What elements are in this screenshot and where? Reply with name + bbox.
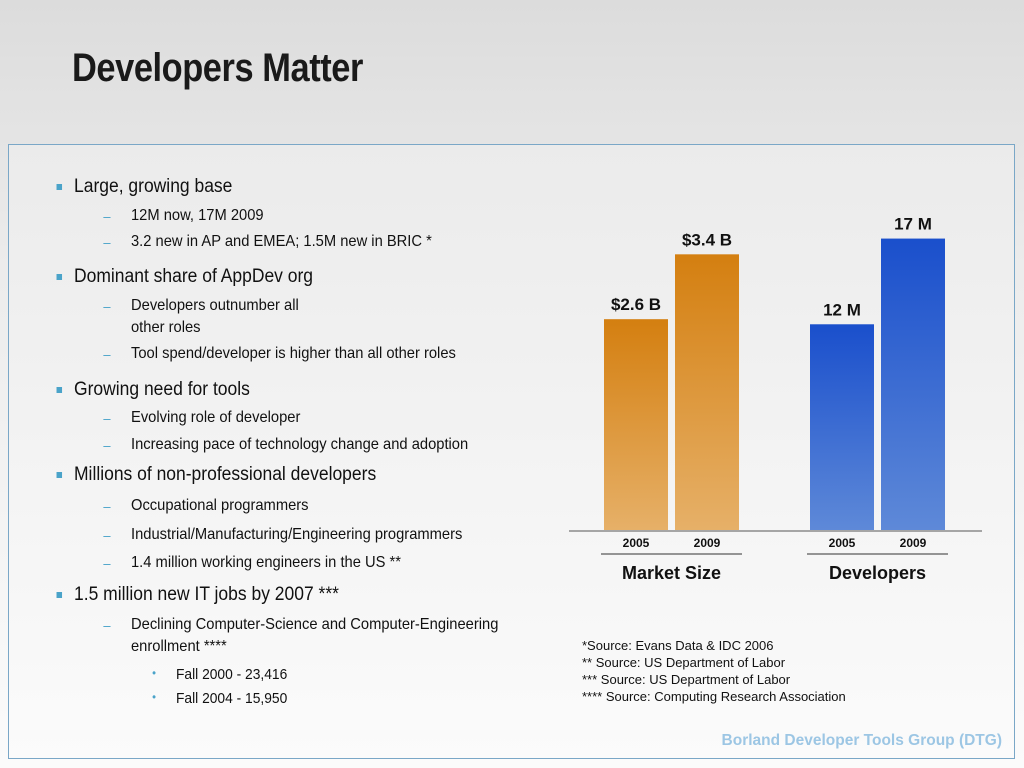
bullet-large-growing-base: Large, growing base — [56, 176, 233, 197]
sources-note: *Source: Evans Data & IDC 2006 ** Source… — [582, 637, 846, 705]
sub-bullet: 12M now, 17M 2009 — [103, 205, 263, 227]
group-label: Market Size — [622, 563, 721, 583]
sub-bullet: Occupational programmers — [103, 495, 308, 517]
data-label: 17 M — [894, 215, 932, 234]
bar — [881, 238, 945, 531]
source-line: *Source: Evans Data & IDC 2006 — [582, 638, 774, 653]
sub-bullet: Developers outnumber all other roles — [103, 295, 299, 339]
bullet-new-it-jobs: 1.5 million new IT jobs by 2007 *** — [56, 584, 339, 605]
sub-bullet: Industrial/Manufacturing/Engineering pro… — [103, 524, 462, 546]
source-line: *** Source: US Department of Labor — [582, 672, 791, 687]
tick-label: 2005 — [623, 536, 650, 550]
bullet-dominant-share: Dominant share of AppDev org — [56, 266, 314, 287]
sub-bullet-line: Declining Computer-Science and Computer-… — [131, 616, 499, 633]
group-label: Developers — [829, 563, 926, 583]
content-panel: Large, growing base 12M now, 17M 2009 3.… — [8, 144, 1015, 759]
sub-bullet-line: enrollment **** — [131, 638, 227, 655]
bullet-growing-need: Growing need for tools — [56, 379, 250, 400]
source-line: **** Source: Computing Research Associat… — [582, 689, 846, 704]
bar — [604, 319, 668, 530]
sub-bullet: Increasing pace of technology change and… — [103, 434, 468, 456]
bullet-non-professional: Millions of non-professional developers — [56, 464, 377, 485]
sub-bullet: 1.4 million working engineers in the US … — [103, 552, 401, 574]
tick-label: 2009 — [900, 536, 927, 550]
tick-label: 2009 — [694, 536, 721, 550]
data-label: $2.6 B — [611, 295, 661, 314]
sub-bullet: 3.2 new in AP and EMEA; 1.5M new in BRIC… — [103, 231, 431, 253]
tick-label: 2005 — [829, 536, 856, 550]
bar — [810, 324, 874, 530]
data-label: $3.4 B — [682, 230, 732, 249]
sub-bullet-line: other roles — [131, 319, 201, 336]
sub-bullet-line: Developers outnumber all — [131, 297, 299, 314]
sub-bullet: Declining Computer-Science and Computer-… — [103, 614, 499, 658]
footer-brand: Borland Developer Tools Group (DTG) — [721, 732, 1002, 749]
sub-sub-bullet: Fall 2004 - 15,950 — [152, 690, 287, 707]
bar-chart: $2.6 B 2005 $3.4 B 2009 Market Size 12 M 2005 1… — [569, 215, 982, 583]
data-label: 12 M — [823, 300, 861, 319]
bullet-list: Large, growing base 12M now, 17M 2009 3.… — [9, 145, 569, 745]
slide-title: Developers Matter — [72, 46, 363, 90]
source-line: ** Source: US Department of Labor — [582, 655, 786, 670]
sub-bullet: Tool spend/developer is higher than all … — [103, 343, 455, 365]
sub-sub-bullet: Fall 2000 - 23,416 — [152, 666, 287, 683]
sub-bullet: Evolving role of developer — [103, 407, 300, 429]
bar — [675, 254, 739, 530]
